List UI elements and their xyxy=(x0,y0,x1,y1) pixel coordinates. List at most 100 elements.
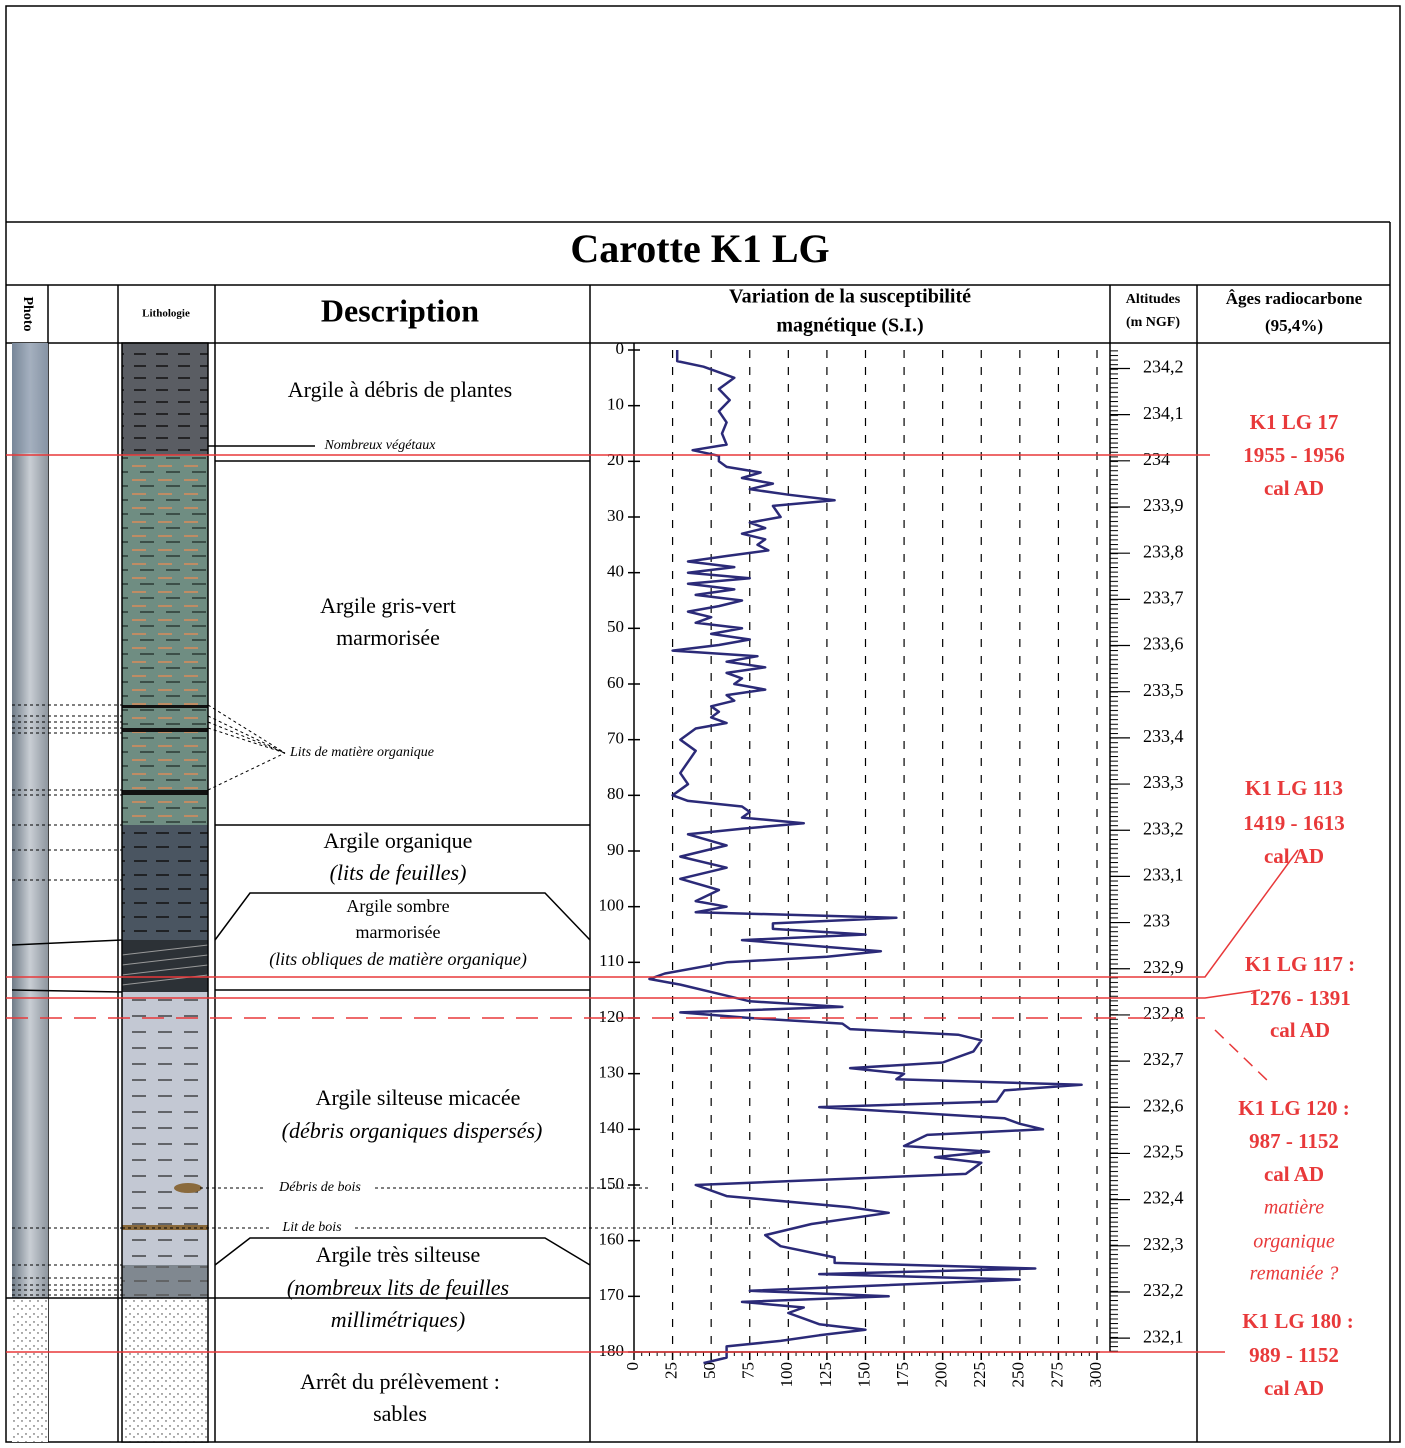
altitude-tick-label: 233,6 xyxy=(1143,634,1184,654)
x-tick-label: 0 xyxy=(623,1362,642,1371)
col-header: Photo xyxy=(20,297,35,332)
age-label: 1276 - 1391 xyxy=(1249,986,1351,1010)
minor-ticks xyxy=(1110,350,1118,1352)
x-tick-label: 300 xyxy=(1086,1362,1105,1388)
altitude-tick-label: 233,4 xyxy=(1143,726,1184,746)
x-tick-label: 150 xyxy=(854,1362,873,1388)
annotation: Nombreux végétaux xyxy=(323,438,436,453)
altitude-tick-label: 233,5 xyxy=(1143,680,1184,700)
x-tick-label: 250 xyxy=(1009,1362,1028,1388)
y-tick-label: 30 xyxy=(607,506,624,525)
y-tick-label: 20 xyxy=(607,450,624,469)
altitude-tick-label: 233,9 xyxy=(1143,495,1184,515)
description: (lits obliques de matière organique) xyxy=(269,949,527,970)
altitude-tick-label: 232,9 xyxy=(1143,957,1184,977)
altitude-tick-label: 234,1 xyxy=(1143,403,1184,423)
y-tick-label: 10 xyxy=(607,395,624,414)
x-tick-label: 75 xyxy=(739,1362,758,1379)
x-tick-label: 275 xyxy=(1047,1362,1066,1388)
y-tick-label: 40 xyxy=(607,562,624,581)
description: (lits de feuilles) xyxy=(330,860,467,885)
altitude-tick-label: 232,8 xyxy=(1143,1003,1184,1023)
y-tick-label: 120 xyxy=(599,1007,625,1026)
x-tick-label: 100 xyxy=(777,1362,796,1388)
chart: 0 25 50 75 100 125 150 175 200 225 250 275 300 0 10 20 3… xyxy=(599,339,1184,1388)
altitude-tick-label: 232,6 xyxy=(1143,1095,1184,1115)
x-tick-label: 125 xyxy=(816,1362,835,1388)
age-label: K1 LG 17 xyxy=(1250,410,1339,434)
x-tick-label: 175 xyxy=(893,1362,912,1388)
description: marmorisée xyxy=(336,625,440,650)
annotation: Lit de bois xyxy=(281,1220,342,1235)
age-label: cal AD xyxy=(1264,1162,1324,1186)
description: Argile organique xyxy=(324,828,473,853)
y-tick-label: 100 xyxy=(599,896,625,915)
age-label: 987 - 1152 xyxy=(1249,1129,1339,1153)
description: millimétriques) xyxy=(331,1307,465,1332)
age-note: matière xyxy=(1264,1197,1324,1219)
altitude-tick-label: 234,2 xyxy=(1143,357,1184,377)
y-tick-label: 110 xyxy=(599,951,624,970)
altitude-tick-label: 232,3 xyxy=(1143,1234,1184,1254)
description: marmorisée xyxy=(356,922,441,942)
x-tick-label: 225 xyxy=(970,1362,989,1388)
description: Argile silteuse micacée xyxy=(316,1085,521,1110)
y-tick-label: 80 xyxy=(607,784,624,803)
y-tick-label: 90 xyxy=(607,840,624,859)
y-tick-label: 60 xyxy=(607,673,624,692)
age-label: 1955 - 1956 xyxy=(1243,443,1345,467)
altitude-tick-label: 232,7 xyxy=(1143,1049,1184,1069)
annotation: Lits de matière organique xyxy=(289,745,434,760)
col-header: Altitudes xyxy=(1126,292,1181,307)
col-header: (m NGF) xyxy=(1126,315,1180,330)
data-line xyxy=(648,350,1083,1365)
chart-title: Variation de la susceptibilité xyxy=(729,286,971,308)
age-note: remaniée ? xyxy=(1250,1263,1339,1285)
description: sables xyxy=(373,1401,427,1426)
y-tick-label: 170 xyxy=(599,1285,625,1304)
altitude-tick-label: 233,8 xyxy=(1143,541,1184,561)
sample-lines xyxy=(6,454,1299,1353)
age-label: K1 LG 117 : xyxy=(1245,952,1355,976)
description: Argile à débris de plantes xyxy=(288,377,512,402)
age-label: cal AD xyxy=(1264,1376,1324,1400)
altitude-tick-label: 233,1 xyxy=(1143,865,1184,885)
altitude-tick-label: 232,2 xyxy=(1143,1280,1184,1300)
altitude-tick-label: 233,7 xyxy=(1143,587,1184,607)
lithology-column xyxy=(121,342,209,1443)
photo-column xyxy=(12,343,48,1442)
title: Carotte K1 LG xyxy=(570,226,829,271)
col-header: Lithologie xyxy=(142,308,190,320)
description: Argile sombre xyxy=(346,896,449,916)
altitude-tick-label: 234 xyxy=(1143,449,1170,469)
altitude-tick-label: 232,4 xyxy=(1143,1188,1184,1208)
description: Argile très silteuse xyxy=(316,1242,481,1267)
age-label: K1 LG 113 xyxy=(1245,776,1343,800)
description: Argile gris-vert xyxy=(320,593,456,618)
age-label: K1 LG 180 : xyxy=(1242,1309,1353,1333)
altitude-tick-label: 232,1 xyxy=(1143,1326,1184,1346)
age-note: organique xyxy=(1253,1231,1335,1253)
col-header: Âges radiocarbone xyxy=(1226,289,1363,308)
description: (nombreux lits de feuilles xyxy=(287,1275,509,1300)
col-header: (95,4%) xyxy=(1265,316,1323,335)
altitude-tick-label: 232,5 xyxy=(1143,1142,1184,1162)
y-tick-label: 0 xyxy=(616,339,625,358)
altitude-tick-label: 233,3 xyxy=(1143,772,1184,792)
y-tick-label: 180 xyxy=(599,1341,625,1360)
annotation: Débris de bois xyxy=(278,1180,361,1195)
altitude-tick-label: 233,2 xyxy=(1143,818,1184,838)
description: Arrêt du prélèvement : xyxy=(300,1369,500,1394)
y-tick-label: 50 xyxy=(607,617,624,636)
y-tick-label: 130 xyxy=(599,1063,625,1082)
y-tick-label: 70 xyxy=(607,729,624,748)
age-label: cal AD xyxy=(1270,1018,1330,1042)
x-tick-label: 25 xyxy=(661,1362,680,1379)
y-tick-label: 160 xyxy=(599,1230,625,1249)
chart-title: magnétique (S.I.) xyxy=(776,315,923,337)
y-tick-label: 140 xyxy=(599,1118,625,1137)
age-label: cal AD xyxy=(1264,476,1324,500)
x-tick-label: 50 xyxy=(700,1362,719,1379)
altitude-tick-label: 233 xyxy=(1143,911,1170,931)
